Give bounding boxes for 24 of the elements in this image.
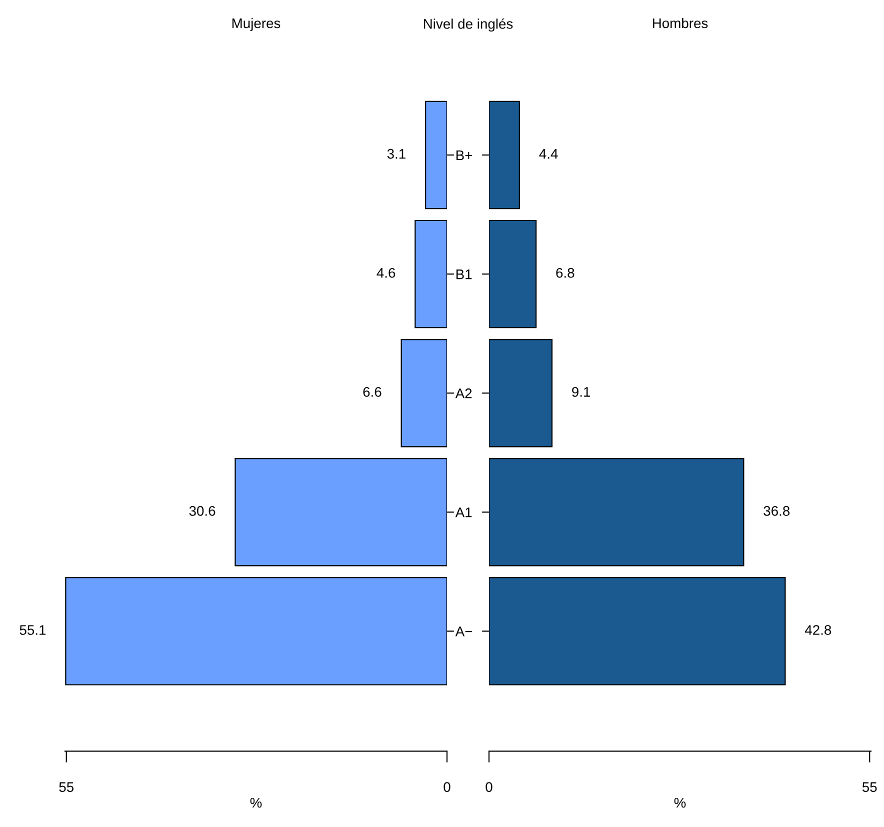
- y-tick-label: B+: [456, 150, 472, 160]
- data-label: 30.6: [189, 506, 216, 516]
- data-label: 9.1: [572, 386, 590, 397]
- x-tick-label: 0: [444, 782, 450, 792]
- y-axis-title: Nivel de inglés: [424, 18, 513, 32]
- data-label: 6.6: [363, 386, 382, 397]
- x-tick-label: 55: [862, 782, 877, 792]
- y-tick-label: B1: [456, 270, 472, 280]
- data-label: 36.8: [764, 506, 790, 516]
- data-label: 42.8: [804, 625, 832, 635]
- data-label: 4.4: [539, 149, 558, 159]
- data-label: 4.6: [376, 268, 396, 278]
- chart-title: Mujeres: [232, 18, 280, 31]
- data-label: 55.1: [20, 625, 46, 635]
- chart-title: Hombres: [652, 18, 708, 28]
- x-tick-label: 0: [486, 782, 492, 792]
- x-axis-title: %: [250, 798, 262, 808]
- data-label: 6.8: [556, 268, 574, 278]
- y-tick-label: A1: [455, 508, 472, 518]
- data-label: 3.1: [387, 148, 406, 159]
- x-tick-label: 55: [59, 782, 74, 792]
- y-tick-label: A−: [455, 626, 472, 636]
- x-axis-title: %: [674, 798, 686, 808]
- y-tick-label: A2: [455, 388, 472, 398]
